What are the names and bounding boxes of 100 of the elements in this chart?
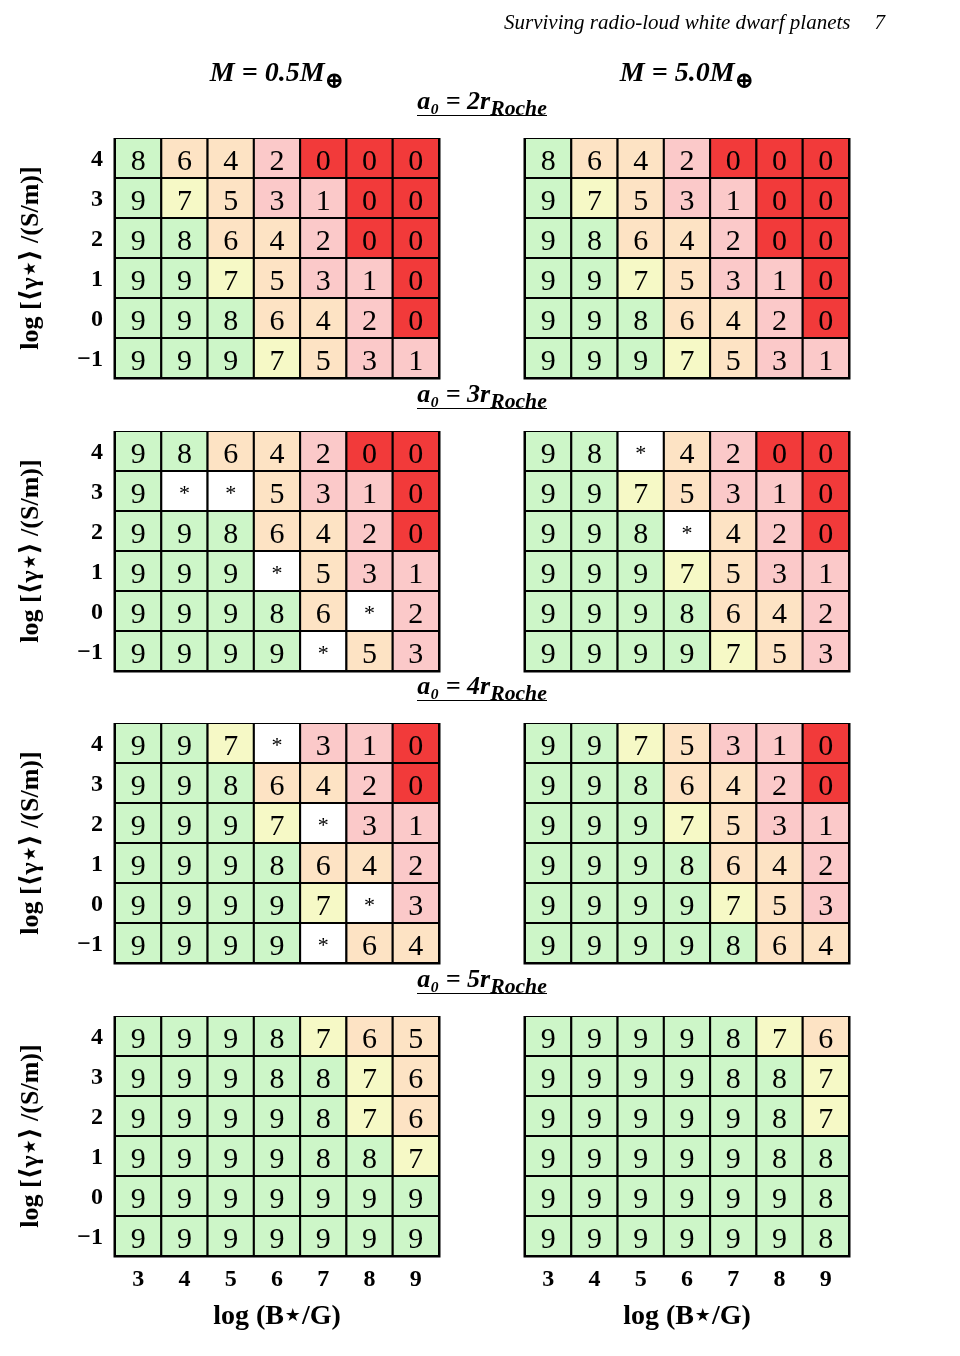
data-label: 5: [725, 555, 741, 589]
data-label: 3: [408, 635, 424, 669]
data-label: 8: [725, 927, 741, 961]
data-label: 4: [223, 142, 239, 176]
data-label: 9: [130, 555, 146, 589]
data-label: 9: [540, 1140, 556, 1174]
x-axis-title: log (B⋆/G): [212, 1298, 342, 1331]
data-label: 5: [269, 475, 285, 509]
data-label: 9: [176, 887, 192, 921]
data-label: 9: [223, 927, 239, 961]
y-tick-label: −1: [77, 345, 103, 371]
data-label: 6: [408, 1060, 424, 1094]
data-label: 9: [223, 555, 239, 589]
data-label: 9: [725, 1140, 741, 1174]
data-label: 9: [176, 927, 192, 961]
data-label: 1: [362, 262, 378, 296]
data-label: 7: [176, 182, 192, 216]
data-label: 9: [130, 595, 146, 629]
data-label: 9: [586, 1220, 602, 1254]
data-label: 9: [176, 1100, 192, 1134]
data-label: 8: [223, 302, 239, 336]
data-label: 9: [586, 847, 602, 881]
data-label: 2: [408, 595, 424, 629]
y-axis-title: log [⟨γ⋆⟩ /(S/m)]: [14, 165, 45, 352]
y-tick-label: 4: [91, 438, 103, 464]
text: Surviving radio-loud white dwarf planets: [504, 10, 851, 34]
data-label: 8: [540, 142, 556, 176]
y-tick-label: 3: [91, 478, 103, 504]
data-label: 9: [223, 635, 239, 669]
data-label: 9: [586, 1100, 602, 1134]
data-label: 3: [725, 475, 741, 509]
data-label: 4: [315, 302, 331, 336]
data-label: 3: [315, 475, 331, 509]
data-label: 9: [176, 342, 192, 376]
data-label: 7: [679, 342, 695, 376]
y-tick-label: 3: [91, 185, 103, 211]
data-label: 9: [130, 727, 146, 761]
data-label: 6: [223, 435, 239, 469]
data-label: 9: [540, 1220, 556, 1254]
data-label: 0: [362, 182, 378, 216]
data-label: 9: [772, 1220, 788, 1254]
data-label: 7: [725, 887, 741, 921]
data-label: 9: [586, 342, 602, 376]
x-tick-label: 8: [773, 1265, 786, 1291]
data-label: 6: [269, 302, 285, 336]
data-label: 7: [679, 807, 695, 841]
data-label: 2: [818, 847, 834, 881]
data-label: 7: [223, 727, 239, 761]
data-label: 8: [725, 1060, 741, 1094]
data-label: 6: [315, 595, 331, 629]
data-label: 4: [269, 222, 285, 256]
data-label: 9: [223, 847, 239, 881]
data-label: 0: [772, 222, 788, 256]
data-label: 8: [818, 1220, 834, 1254]
data-label: 9: [540, 222, 556, 256]
data-label: 9: [633, 807, 649, 841]
data-label: 0: [818, 435, 834, 469]
data-label: 9: [223, 887, 239, 921]
data-label: 4: [408, 927, 424, 961]
y-tick-label: 2: [91, 1103, 103, 1129]
data-label: 0: [362, 142, 378, 176]
data-label: 3: [408, 887, 424, 921]
text: *: [317, 639, 329, 665]
data-label: 5: [362, 635, 378, 669]
data-label: 8: [315, 1060, 331, 1094]
data-label: 9: [586, 767, 602, 801]
data-label: 7: [679, 555, 695, 589]
data-label: 0: [408, 435, 424, 469]
data-label: 2: [818, 595, 834, 629]
y-tick-label: 1: [91, 1143, 103, 1169]
y-tick-label: −1: [77, 638, 103, 664]
data-label: 3: [269, 182, 285, 216]
data-label: 9: [540, 302, 556, 336]
data-label: 9: [176, 635, 192, 669]
data-label: 6: [269, 515, 285, 549]
data-label: 0: [818, 727, 834, 761]
data-label: 9: [540, 515, 556, 549]
data-label: 4: [362, 847, 378, 881]
data-label: 4: [772, 595, 788, 629]
data-label: 8: [269, 1020, 285, 1054]
text: *: [178, 479, 190, 505]
data-label: 3: [725, 727, 741, 761]
data-label: 0: [408, 142, 424, 176]
data-label: 9: [269, 1220, 285, 1254]
data-label: 9: [223, 1020, 239, 1054]
x-tick-label: 6: [681, 1265, 693, 1291]
data-label: 8: [586, 435, 602, 469]
y-tick-label: 2: [91, 518, 103, 544]
data-label: 1: [408, 807, 424, 841]
data-label: 9: [679, 927, 695, 961]
data-label: 9: [540, 435, 556, 469]
data-label: 7: [315, 1020, 331, 1054]
data-label: 9: [269, 1100, 285, 1134]
data-label: 7: [269, 342, 285, 376]
data-label: 9: [176, 767, 192, 801]
x-tick-label: 6: [271, 1265, 283, 1291]
data-label: 7: [362, 1060, 378, 1094]
x-tick-label: 4: [178, 1265, 191, 1291]
data-label: 0: [408, 182, 424, 216]
data-label: 8: [725, 1020, 741, 1054]
